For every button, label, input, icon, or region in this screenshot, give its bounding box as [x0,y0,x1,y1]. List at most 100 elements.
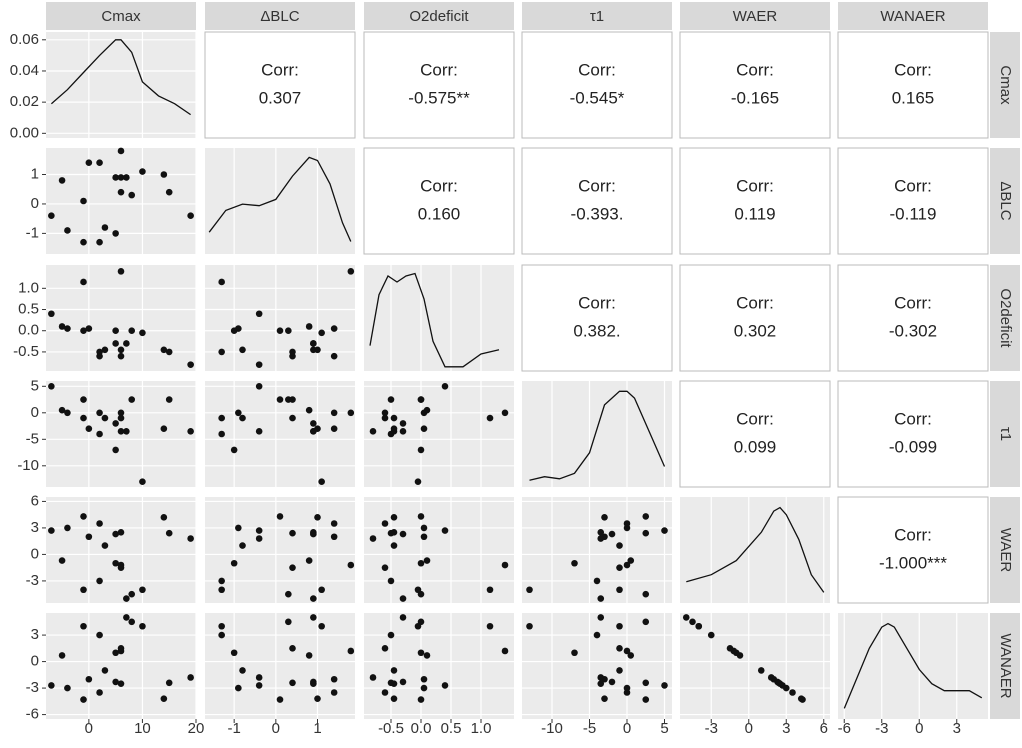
point [64,409,71,417]
point [96,631,103,639]
point [642,618,650,626]
y-tick-label: -1 [26,224,39,241]
column-strip [46,2,196,30]
y-tick-label: 5 [31,377,39,394]
point [420,675,428,683]
point [218,577,225,585]
point [80,696,87,703]
point [80,197,87,205]
corr-panel [363,147,515,255]
corr-title: Corr: [894,409,932,428]
point [48,527,55,534]
point [96,409,103,417]
point [276,327,284,335]
point [276,696,284,703]
point [128,327,136,335]
row-strip-label: WANAER [997,633,1014,698]
corr-value: 0.160 [418,204,461,223]
point [399,678,407,686]
corr-panel [521,264,673,372]
point [695,622,703,630]
point [85,425,93,433]
point [417,559,425,567]
point [96,238,103,246]
corr-value: -0.119 [890,204,937,223]
y-tick-label: 3 [31,519,39,536]
point [390,695,398,702]
row-strip-label: Cmax [997,65,1014,105]
point [381,689,389,696]
point [187,535,194,542]
point [420,409,428,417]
point [420,425,428,433]
point [642,590,650,598]
point [128,396,136,403]
x-tick-label: 0 [915,720,923,737]
corr-panel [837,264,989,372]
point [117,529,125,536]
point [526,622,533,630]
point [616,645,623,652]
point [390,514,398,521]
point [187,428,194,435]
point [96,689,103,696]
point [128,618,136,626]
point [85,675,93,683]
point [642,529,650,537]
point [123,428,130,435]
point [218,430,225,438]
point [123,174,130,181]
point [330,409,338,417]
point [381,409,389,417]
point [501,647,509,655]
point [218,278,225,286]
point [347,268,355,275]
x-tick-label: -0.5 [378,720,404,737]
point [318,329,325,337]
point [289,679,296,687]
point [623,520,631,527]
corr-value: 0.302 [734,321,777,340]
point [235,524,242,532]
point [117,409,125,417]
point [112,559,119,567]
point [501,561,509,569]
point [230,446,238,454]
point [112,446,119,454]
row-strip [990,148,1020,254]
corr-value: -0.545* [570,88,625,107]
point [117,428,125,435]
x-tick-label: -1 [227,720,240,737]
point [85,159,93,167]
point [218,414,225,422]
point [414,586,422,594]
panel-background [838,613,988,719]
point [285,327,292,335]
point [330,689,338,696]
point [123,614,130,621]
point [390,542,398,549]
point [616,586,623,594]
point [789,689,796,696]
x-tick-label: 3 [953,720,961,737]
corr-panel [837,496,989,604]
point [139,168,146,175]
point [305,406,313,414]
point [80,586,87,594]
corr-title: Corr: [736,409,774,428]
point [310,529,317,536]
point [314,346,321,354]
point [597,680,605,687]
panel-background [522,497,672,603]
point [310,614,317,621]
density-curve [208,156,352,242]
y-tick-label: -6 [26,706,39,723]
point [230,327,238,335]
point [117,414,125,422]
point [58,406,66,414]
density-curve [843,622,983,709]
point [165,529,173,537]
point [387,679,395,687]
point [160,425,168,433]
y-tick-label: 0 [31,653,39,670]
